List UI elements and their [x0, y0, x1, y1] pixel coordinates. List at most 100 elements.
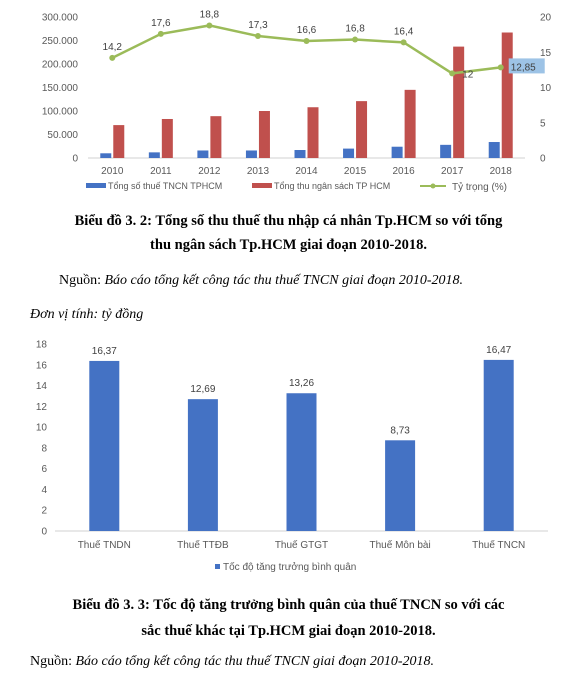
legend-swatch-pit — [86, 183, 106, 188]
bar-pit — [343, 148, 355, 158]
y-tick-label: 14 — [36, 381, 48, 392]
chart1-caption-line1: Biểu đồ 3. 2: Tổng số thu thuế thu nhập … — [74, 213, 503, 229]
y2-tick-label: 0 — [540, 154, 546, 165]
bar-pit — [100, 153, 112, 158]
legend-marker-ratio — [430, 183, 436, 189]
left-axis-ticks: 0 50.000 100.000 150.000 200.000 250.000 300.0… — [42, 13, 79, 165]
chart1-caption-line2: thu ngân sách Tp.HCM giai đoạn 2010-2018… — [150, 237, 427, 253]
y-tick-label: 50.000 — [47, 130, 78, 141]
x-tick-label: 2013 — [247, 166, 270, 177]
chart2-source: Nguồn: Báo cáo tổng kết công tác thu thu… — [30, 654, 434, 670]
ratio-point — [109, 54, 116, 61]
chart2-caption-line1: Biểu đồ 3. 3: Tốc độ tăng trưởng bình qu… — [72, 597, 505, 613]
ratio-data-label: 16,8 — [345, 24, 365, 35]
y2-tick-label: 15 — [540, 48, 552, 59]
right-axis-ticks: 0 5 10 15 20 — [540, 13, 552, 165]
bar-pit — [197, 150, 209, 158]
bar-budget — [258, 111, 270, 158]
ratio-point — [206, 22, 213, 29]
ratio-data-label: 12 — [462, 69, 474, 80]
x-tick-label: Thuế TNDN — [78, 539, 131, 551]
y-tick-label: 4 — [41, 485, 47, 496]
y-tick-label: 16 — [36, 360, 48, 371]
bar-budget — [307, 107, 319, 158]
y-tick-label: 0 — [41, 527, 47, 538]
y-tick-label: 6 — [41, 464, 47, 475]
bar-growth — [286, 393, 317, 531]
bar-data-label: 8,73 — [390, 425, 410, 436]
bars — [100, 32, 513, 159]
ratio-line: 14,2 17,6 18,8 17,3 16,6 16,8 16,4 12 12,85 — [103, 9, 545, 80]
y-tick-label: 18 — [36, 340, 48, 351]
bar-data-label: 12,69 — [190, 384, 215, 395]
bar-pit — [488, 142, 500, 158]
legend-label-ratio: Tỷ trọng (%) — [452, 181, 507, 193]
bar-growth — [385, 440, 416, 531]
bar-budget — [210, 116, 222, 158]
x-tick-label: 2015 — [344, 166, 367, 177]
bar-budget — [501, 32, 513, 159]
y-tick-label: 150.000 — [42, 83, 79, 94]
ratio-point — [157, 30, 164, 37]
chart-growth-rates: 0 2 4 6 8 10 12 14 16 18 16,37 12,69 13,26 8,73 16,47… — [36, 340, 548, 573]
source-text: Báo cáo tổng kết công tác thu thuế TNCN … — [75, 654, 435, 669]
ratio-point — [400, 39, 407, 46]
legend: Tổng số thuế TNCN TPHCM Tổng thu ngân sá… — [86, 181, 507, 193]
ratio-data-label: 17,6 — [151, 18, 171, 29]
ratio-point — [352, 36, 359, 43]
ratio-point — [254, 33, 261, 40]
x-tick-label: 2012 — [198, 166, 221, 177]
x-tick-label: 2017 — [441, 166, 464, 177]
bar-growth — [89, 360, 120, 531]
x-tick-label: Thuế TTĐB — [177, 539, 229, 551]
chart-budget-vs-pit: 0 50.000 100.000 150.000 200.000 250.000 300.0… — [42, 9, 552, 193]
y2-tick-label: 5 — [540, 118, 546, 129]
chart2-caption-line2: sắc thuế khác tại Tp.HCM giai đoạn 2010-… — [141, 623, 436, 639]
y2-tick-label: 20 — [540, 13, 552, 24]
ratio-data-label: 16,4 — [394, 26, 414, 37]
ratio-point — [497, 64, 504, 71]
bar-pit — [294, 150, 306, 158]
legend-label-budget: Tổng thu ngân sách TP HCM — [274, 181, 390, 191]
x-axis-ticks: 2010 2011 2012 2013 2014 2015 2016 2017 2018 — [101, 166, 512, 177]
y2-tick-label: 10 — [540, 83, 552, 94]
y-tick-label: 2 — [41, 506, 47, 517]
bar-pit — [148, 152, 160, 158]
legend: Tốc độ tăng trưởng bình quân — [215, 561, 356, 573]
legend-swatch-budget — [252, 183, 272, 188]
bar-budget — [356, 101, 368, 158]
bar-data-label: 16,47 — [486, 345, 511, 356]
x-tick-label: Thuế GTGT — [275, 539, 328, 551]
unit-note: Đơn vị tính: tỷ đồng — [30, 307, 144, 322]
source-label: Nguồn: — [59, 273, 105, 288]
bar-pit — [440, 144, 452, 158]
x-tick-label: 2010 — [101, 166, 124, 177]
ratio-point — [303, 37, 310, 44]
bar-growth — [483, 359, 514, 531]
ratio-data-label: 17,3 — [248, 20, 268, 31]
bar-pit — [245, 150, 257, 158]
y-tick-label: 10 — [36, 423, 48, 434]
y-axis-ticks: 0 2 4 6 8 10 12 14 16 18 — [36, 340, 48, 538]
bar-data-label: 16,37 — [92, 346, 117, 357]
y-tick-label: 250.000 — [42, 36, 79, 47]
ratio-label-highlight — [508, 58, 545, 74]
ratio-data-label: 18,8 — [200, 9, 220, 20]
chart1-source: Nguồn: Báo cáo tổng kết công tác thu thu… — [59, 273, 463, 289]
source-text: Báo cáo tổng kết công tác thu thuế TNCN … — [104, 273, 464, 288]
bars: 16,37 12,69 13,26 8,73 16,47 — [89, 345, 514, 531]
x-axis-ticks: Thuế TNDN Thuế TTĐB Thuế GTGT Thuế Môn bài T… — [78, 539, 526, 551]
ratio-data-label: 12,85 — [511, 62, 536, 73]
x-tick-label: 2016 — [392, 166, 415, 177]
y-tick-label: 0 — [72, 154, 78, 165]
bar-budget — [113, 125, 125, 158]
legend-label-pit: Tổng số thuế TNCN TPHCM — [108, 181, 222, 191]
y-tick-label: 12 — [36, 402, 48, 413]
ratio-point — [449, 70, 456, 77]
bar-data-label: 13,26 — [289, 378, 314, 389]
x-tick-label: Thuế Môn bài — [370, 539, 431, 551]
bar-pit — [391, 146, 403, 158]
ratio-data-label: 14,2 — [103, 42, 123, 53]
bar-budget — [404, 89, 416, 158]
x-tick-label: 2018 — [490, 166, 513, 177]
